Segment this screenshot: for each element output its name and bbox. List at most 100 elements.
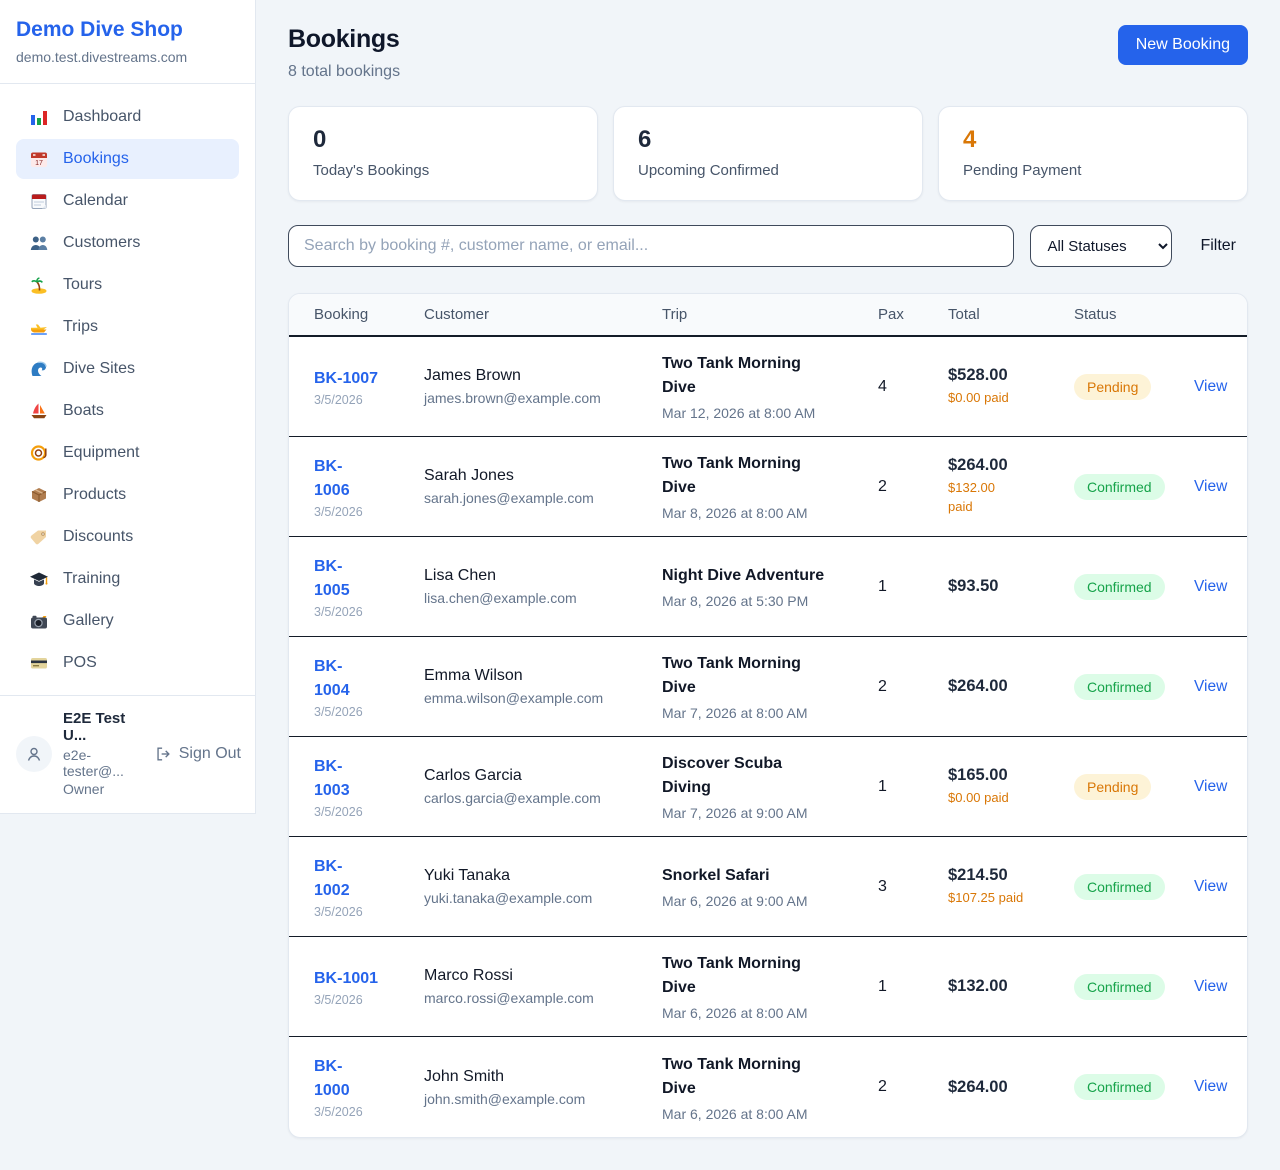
sidebar-item-discounts[interactable]: Discounts <box>16 517 239 557</box>
total-amount: $93.50 <box>948 577 999 595</box>
column-header-total: Total <box>948 306 980 323</box>
customer-name: James Brown <box>424 367 521 384</box>
sign-out-button[interactable]: Sign Out <box>154 745 241 763</box>
stat-card-upcoming-confirmed: 6 Upcoming Confirmed <box>613 106 923 201</box>
shop-name: Demo Dive Shop <box>16 18 183 41</box>
page-header: Bookings 8 total bookings New Booking <box>288 25 1248 81</box>
page-title: Bookings <box>288 25 400 53</box>
pax-count: 1 <box>878 777 887 795</box>
view-link[interactable]: View <box>1194 577 1228 595</box>
customer-name: Sarah Jones <box>424 467 514 484</box>
booking-id-link[interactable]: BK- 1006 <box>314 457 350 499</box>
main-content: Bookings 8 total bookings New Booking 0 … <box>256 0 1280 1170</box>
sidebar-item-label: Gallery <box>63 612 114 629</box>
sidebar-item-products[interactable]: Products <box>16 475 239 515</box>
booking-id-link[interactable]: BK- 1002 <box>314 857 350 899</box>
stat-value: 6 <box>638 126 652 153</box>
sidebar: Demo Dive Shop demo.test.divestreams.com… <box>0 0 256 814</box>
booking-id-link[interactable]: BK-1001 <box>314 969 379 987</box>
sidebar-item-pos[interactable]: POS <box>16 643 239 683</box>
stats-row: 0 Today's Bookings 6 Upcoming Confirmed … <box>288 106 1248 201</box>
sidebar-item-label: Equipment <box>63 444 140 461</box>
sidebar-item-trips[interactable]: Trips <box>16 307 239 347</box>
sidebar-item-label: Trips <box>63 318 98 335</box>
trip-datetime: Mar 7, 2026 at 8:00 AM <box>662 705 808 721</box>
view-link[interactable]: View <box>1194 477 1228 495</box>
trip-datetime: Mar 6, 2026 at 9:00 AM <box>662 893 808 909</box>
customer-email: carlos.garcia@example.com <box>424 790 601 806</box>
wave-icon <box>28 358 50 380</box>
page-subtitle: 8 total bookings <box>288 63 401 80</box>
booking-id-link[interactable]: BK- 1000 <box>314 1058 350 1099</box>
status-badge: Pending <box>1074 373 1152 400</box>
customer-name: Emma Wilson <box>424 667 523 684</box>
status-badge: Confirmed <box>1074 973 1165 1000</box>
sidebar-item-boats[interactable]: Boats <box>16 391 239 431</box>
pax-count: 4 <box>878 377 887 395</box>
booking-date: 3/5/2026 <box>314 604 363 619</box>
table-row: BK- 1000 3/5/2026 John Smith john.smith@ex… <box>289 1037 1247 1137</box>
booking-id-link[interactable]: BK- 1005 <box>314 557 350 599</box>
view-link[interactable]: View <box>1194 677 1228 695</box>
booking-date: 3/5/2026 <box>314 904 363 919</box>
sidebar-item-label: Calendar <box>63 192 128 209</box>
booking-id-link[interactable]: BK-1007 <box>314 369 379 387</box>
table-row: BK- 1002 3/5/2026 Yuki Tanaka yuki.tanaka@… <box>289 837 1247 937</box>
total-amount: $264.00 <box>948 1077 1008 1096</box>
sidebar-item-tours[interactable]: Tours <box>16 265 239 305</box>
sidebar-item-dashboard[interactable]: Dashboard <box>16 97 239 137</box>
customer-name: John Smith <box>424 1067 505 1085</box>
sidebar-item-label: Dashboard <box>63 108 142 125</box>
filter-button[interactable]: Filter <box>1188 237 1248 255</box>
column-header-booking: Booking <box>314 306 369 323</box>
booking-date: 3/5/2026 <box>314 392 363 407</box>
total-amount: $214.50 <box>948 865 1008 884</box>
booking-date: 3/5/2026 <box>314 504 363 519</box>
customer-email: marco.rossi@example.com <box>424 990 594 1006</box>
table-row: BK- 1005 3/5/2026 Lisa Chen lisa.chen@exam… <box>289 537 1247 637</box>
booking-id-link[interactable]: BK- 1004 <box>314 657 350 699</box>
sidebar-item-label: Boats <box>63 402 104 419</box>
pax-count: 1 <box>878 977 887 995</box>
sidebar-item-dive-sites[interactable]: Dive Sites <box>16 349 239 389</box>
view-link[interactable]: View <box>1194 377 1228 395</box>
view-link[interactable]: View <box>1194 877 1228 895</box>
sidebar-item-label: Discounts <box>63 528 134 545</box>
sidebar-item-label: Products <box>63 486 127 503</box>
user-email: e2e-tester@... <box>63 747 124 779</box>
sidebar-item-label: POS <box>63 654 97 671</box>
sidebar-nav: Dashboard 17 Bookings Calendar Customers <box>0 84 255 695</box>
stat-label: Today's Bookings <box>313 162 430 179</box>
sidebar-item-training[interactable]: Training <box>16 559 239 599</box>
view-link[interactable]: View <box>1194 1078 1228 1095</box>
calendar-page-icon <box>28 190 50 212</box>
table-row: BK- 1004 3/5/2026 Emma Wilson emma.wilson@… <box>289 637 1247 737</box>
new-booking-button[interactable]: New Booking <box>1117 25 1248 65</box>
booking-id-link[interactable]: BK- 1003 <box>314 757 350 799</box>
view-link[interactable]: View <box>1194 777 1228 795</box>
stat-label: Upcoming Confirmed <box>638 162 779 179</box>
booking-date: 3/5/2026 <box>314 704 363 719</box>
total-amount: $528.00 <box>948 365 1008 384</box>
sidebar-item-calendar[interactable]: Calendar <box>16 181 239 221</box>
sidebar-item-equipment[interactable]: Equipment <box>16 433 239 473</box>
customer-email: james.brown@example.com <box>424 390 601 406</box>
customer-email: lisa.chen@example.com <box>424 590 577 606</box>
pax-count: 2 <box>878 1078 887 1095</box>
filter-row: All Statuses Filter <box>288 225 1248 267</box>
customer-name: Marco Rossi <box>424 967 513 984</box>
stat-label: Pending Payment <box>963 162 1082 179</box>
sidebar-item-customers[interactable]: Customers <box>16 223 239 263</box>
trip-name: Two Tank Morning Dive <box>662 655 801 696</box>
sidebar-item-label: Bookings <box>63 150 129 167</box>
sidebar-item-gallery[interactable]: Gallery <box>16 601 239 641</box>
table-header: Booking Customer Trip Pax Total Status <box>289 294 1247 337</box>
view-link[interactable]: View <box>1194 977 1228 995</box>
trip-name: Two Tank Morning Dive <box>662 955 801 996</box>
status-filter-select[interactable]: All Statuses <box>1030 225 1173 267</box>
search-input[interactable] <box>288 225 1015 267</box>
trip-name: Two Tank Morning Dive <box>662 355 801 396</box>
sidebar-item-bookings[interactable]: 17 Bookings <box>16 139 239 179</box>
package-icon <box>28 484 50 506</box>
status-badge: Confirmed <box>1074 573 1165 600</box>
